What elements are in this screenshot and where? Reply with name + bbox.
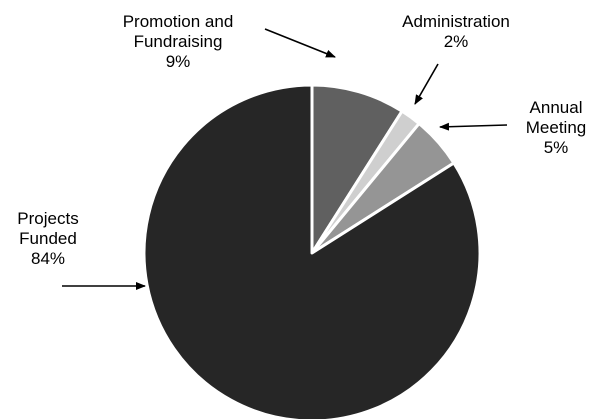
slice-percent-label: 9% (166, 52, 191, 71)
slice-label-projects-funded: Projects Funded 84% (17, 209, 78, 268)
slice-name-line: Projects (17, 209, 78, 228)
slice-name-line: Promotion and (123, 12, 234, 31)
pie-slice-promotion-and-fundraising (310, 83, 404, 255)
slice-label-annual-meeting: Annual Meeting 5% (526, 98, 586, 157)
pie-slice-projects-funded (142, 83, 482, 419)
arrow-promotion-and-fundraising (264, 28, 336, 58)
arrow-administration (414, 63, 439, 105)
arrow-annual-meeting (439, 122, 508, 131)
slice-name-line: Administration (402, 12, 510, 31)
slice-percent-label: 84% (31, 249, 65, 268)
slice-label-promotion-and-fundraising: Promotion and Fundraising 9% (123, 12, 234, 71)
slice-percent-label: 2% (444, 32, 469, 51)
slice-name-line: Fundraising (134, 32, 223, 51)
label-arrows (62, 28, 508, 290)
slice-percent-label: 5% (544, 138, 569, 157)
slice-labels: Promotion and Fundraising 9% Administration… (17, 12, 586, 268)
pie-slices (142, 83, 482, 419)
slice-name-line: Funded (19, 229, 77, 248)
slice-name-line: Annual (530, 98, 583, 117)
slice-label-administration: Administration 2% (402, 12, 510, 51)
slice-name-line: Meeting (526, 118, 586, 137)
